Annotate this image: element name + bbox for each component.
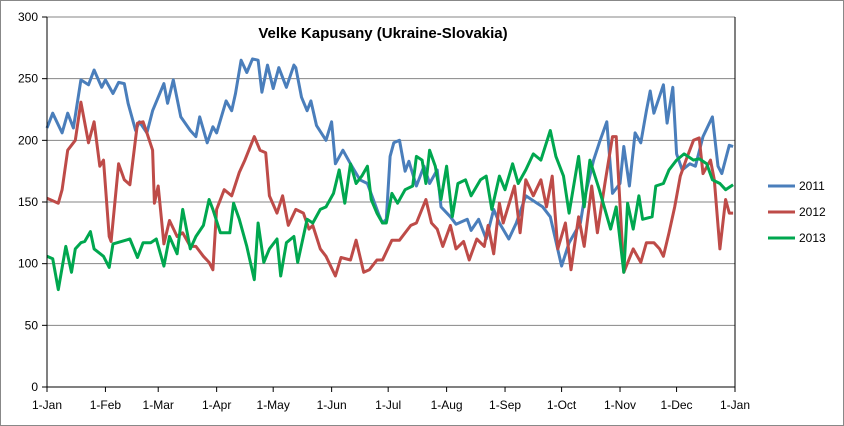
x-tick-label: 1-Oct: [547, 398, 577, 412]
x-tick-label: 1-Jun: [317, 398, 347, 412]
legend-label-2011: 2011: [799, 179, 825, 193]
series-line-2012: [46, 100, 734, 278]
y-tick-label: 150: [18, 195, 38, 209]
x-tick-label: 1-Jan: [32, 398, 62, 412]
x-tick-label: 1-Dec: [661, 398, 693, 412]
y-tick-label: 300: [18, 10, 38, 24]
x-tick-label: 1-Mar: [143, 398, 174, 412]
x-tick-label: 1-Sep: [489, 398, 521, 412]
y-tick-label: 0: [31, 380, 38, 394]
x-tick-label: 1-Aug: [431, 398, 463, 412]
y-tick-label: 100: [18, 257, 38, 271]
series-line-2013: [46, 129, 734, 292]
legend-label-2013: 2013: [799, 231, 826, 245]
y-tick-label: 200: [18, 133, 38, 147]
y-tick-label: 50: [25, 318, 39, 332]
chart-title: Velke Kapusany (Ukraine-Slovakia): [258, 25, 507, 42]
legend: 2011 2012 2013: [768, 179, 826, 245]
x-tick-label: 1-May: [257, 398, 290, 412]
legend-label-2012: 2012: [799, 205, 826, 219]
x-tick-label: 1-Jan: [720, 398, 750, 412]
x-tick-label: 1-Apr: [202, 398, 231, 412]
axes: 0 50 100 150 200 250 300 1-Jan 1-Feb 1-Mar 1-Apr 1-…: [18, 10, 750, 412]
x-tick-label: 1-Nov: [604, 398, 636, 412]
y-tick-label: 250: [18, 72, 38, 86]
x-tick-label: 1-Jul: [375, 398, 401, 412]
series-lines: [45, 57, 734, 292]
x-tick-label: 1-Feb: [90, 398, 122, 412]
